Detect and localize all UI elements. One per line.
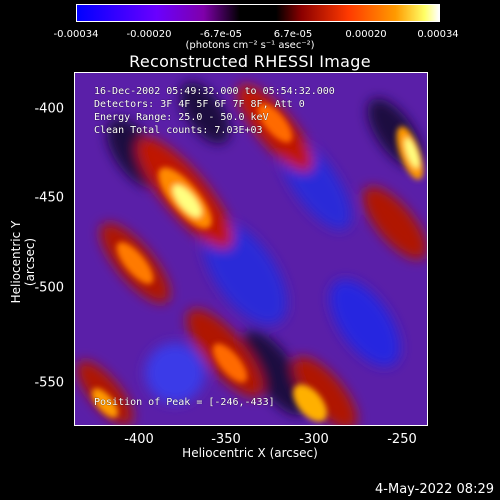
x-tick-label: -400 <box>124 432 154 447</box>
colorbar-tick: 0.00020 <box>345 29 387 40</box>
peak-position-label: Position of Peak = [-246,-433] <box>94 397 275 408</box>
x-tick-label: -350 <box>211 432 241 447</box>
y-tick-label: -500 <box>34 280 64 296</box>
image-canvas <box>75 73 427 425</box>
clean-counts-label: Clean Total counts: 7.03E+03 <box>94 125 263 136</box>
energy-range-label: Energy Range: 25.0 - 50.0 keV <box>94 112 269 123</box>
time-range-label: 16-Dec-2002 05:49:32.000 to 05:54:32.000 <box>94 86 335 97</box>
colorbar-tick: -0.00034 <box>53 29 99 40</box>
colorbar-tick: -6.7e-05 <box>200 29 242 40</box>
y-tick-label: -400 <box>34 101 64 117</box>
colorbar-units: (photons cm⁻² s⁻¹ asec⁻²) <box>185 40 315 51</box>
y-tick-label: -450 <box>34 190 64 206</box>
x-tick-label: -250 <box>387 432 417 447</box>
colorbar-tick: 6.7e-05 <box>273 29 313 40</box>
colorbar <box>76 4 440 22</box>
detectors-label: Detectors: 3F 4F 5F 6F 7F 8F, Att 0 <box>94 99 305 110</box>
y-tick-label: -550 <box>34 375 64 391</box>
x-tick-label: -300 <box>299 432 329 447</box>
colorbar-tick: 0.00034 <box>417 29 459 40</box>
image-title: Reconstructed RHESSI Image <box>129 52 371 71</box>
y-axis-label: Heliocentric Y (arcsec) <box>9 220 37 304</box>
colorbar-tick: -0.00020 <box>126 29 172 40</box>
rhessi-image <box>74 72 428 426</box>
date-stamp: 4-May-2022 08:29 <box>375 482 494 497</box>
x-axis-label: Heliocentric X (arcsec) <box>182 446 318 460</box>
